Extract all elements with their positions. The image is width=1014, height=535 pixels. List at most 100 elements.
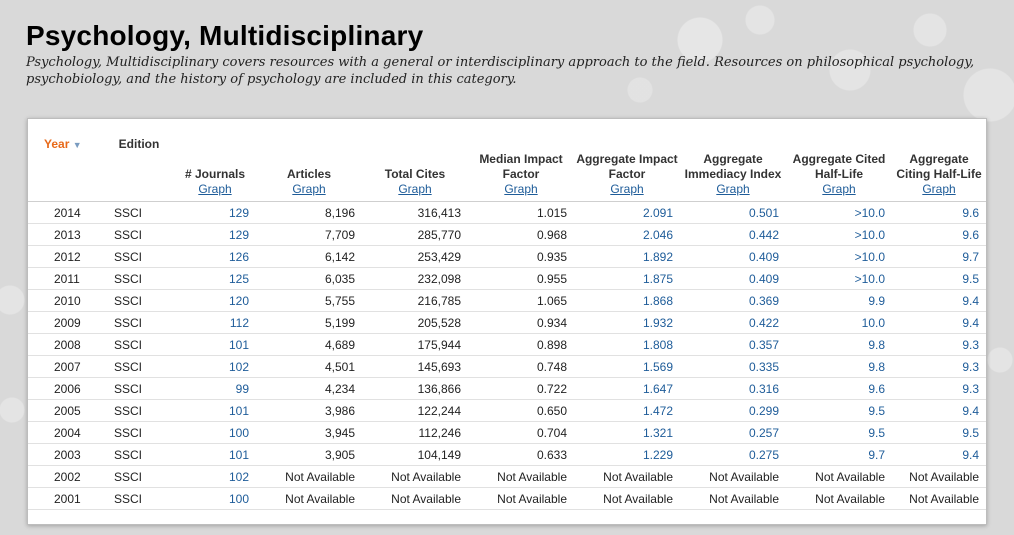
cell-articles: 5,199 — [256, 311, 362, 334]
agg-immediacy-graph-link[interactable]: Graph — [716, 182, 750, 196]
cell-agg-if[interactable]: 2.091 — [574, 201, 680, 224]
cell-articles: 7,709 — [256, 223, 362, 246]
agg-citing-hl-graph-link[interactable]: Graph — [922, 182, 956, 196]
cell-journals[interactable]: 129 — [174, 201, 256, 224]
cell-agg-if[interactable]: 1.868 — [574, 289, 680, 312]
cell-agg-cited-hl[interactable]: 10.0 — [786, 311, 892, 334]
sort-descending-icon[interactable]: ▼ — [72, 140, 82, 150]
agg-if-graph-link[interactable]: Graph — [610, 182, 644, 196]
cell-total-cites: Not Available — [362, 465, 468, 488]
cell-agg-immediacy[interactable]: 0.422 — [680, 311, 786, 334]
cell-journals[interactable]: 102 — [174, 465, 256, 488]
cell-journals[interactable]: 101 — [174, 333, 256, 356]
cell-year: 2009 — [28, 311, 104, 334]
cell-agg-citing-hl[interactable]: 9.4 — [892, 399, 986, 422]
cell-agg-immediacy[interactable]: 0.409 — [680, 267, 786, 290]
cell-articles: 8,196 — [256, 201, 362, 224]
cell-agg-citing-hl[interactable]: 9.4 — [892, 311, 986, 334]
articles-graph-link[interactable]: Graph — [292, 182, 326, 196]
cell-agg-cited-hl[interactable]: 9.8 — [786, 333, 892, 356]
agg-citing-hl-header-label: Aggregate Citing Half-Life — [896, 152, 982, 181]
cell-journals[interactable]: 129 — [174, 223, 256, 246]
cell-journals[interactable]: 101 — [174, 443, 256, 466]
cell-agg-cited-hl[interactable]: 9.7 — [786, 443, 892, 466]
cell-agg-if[interactable]: 1.808 — [574, 333, 680, 356]
cell-agg-cited-hl[interactable]: 9.8 — [786, 355, 892, 378]
cell-agg-cited-hl[interactable]: 9.9 — [786, 289, 892, 312]
col-header-year[interactable]: Year ▼ — [28, 119, 104, 202]
cell-median-if: 0.722 — [468, 377, 574, 400]
cell-agg-cited-hl[interactable]: >10.0 — [786, 245, 892, 268]
cell-articles: 4,689 — [256, 333, 362, 356]
cell-journals[interactable]: 100 — [174, 487, 256, 510]
cell-agg-if[interactable]: 1.229 — [574, 443, 680, 466]
cell-agg-immediacy[interactable]: 0.299 — [680, 399, 786, 422]
cell-agg-immediacy[interactable]: 0.316 — [680, 377, 786, 400]
cell-agg-immediacy[interactable]: 0.409 — [680, 245, 786, 268]
cell-journals[interactable]: 102 — [174, 355, 256, 378]
cell-agg-cited-hl[interactable]: 9.6 — [786, 377, 892, 400]
table-row: 2013 SSCI 129 7,709 285,770 0.968 2.046 0.442 >1… — [28, 223, 986, 246]
cell-agg-citing-hl[interactable]: 9.3 — [892, 355, 986, 378]
cell-agg-if[interactable]: 1.569 — [574, 355, 680, 378]
cell-agg-immediacy[interactable]: 0.357 — [680, 333, 786, 356]
cell-agg-cited-hl[interactable]: >10.0 — [786, 267, 892, 290]
cell-agg-immediacy[interactable]: 0.257 — [680, 421, 786, 444]
col-header-edition: Edition — [104, 119, 174, 202]
cell-total-cites: 232,098 — [362, 267, 468, 290]
cell-agg-citing-hl[interactable]: 9.4 — [892, 289, 986, 312]
cell-agg-citing-hl[interactable]: 9.6 — [892, 201, 986, 224]
cell-agg-if[interactable]: 1.892 — [574, 245, 680, 268]
table-body: 2014 SSCI 129 8,196 316,413 1.015 2.091 0.501 >1… — [28, 201, 986, 510]
cell-agg-immediacy[interactable]: 0.442 — [680, 223, 786, 246]
cell-agg-citing-hl: Not Available — [892, 487, 986, 510]
cell-agg-cited-hl[interactable]: >10.0 — [786, 223, 892, 246]
cell-agg-citing-hl[interactable]: 9.5 — [892, 267, 986, 290]
cell-edition: SSCI — [104, 289, 174, 312]
cell-total-cites: 104,149 — [362, 443, 468, 466]
cell-agg-immediacy[interactable]: 0.501 — [680, 201, 786, 224]
cell-year: 2004 — [28, 421, 104, 444]
cell-journals[interactable]: 101 — [174, 399, 256, 422]
total-cites-graph-link[interactable]: Graph — [398, 182, 432, 196]
cell-agg-citing-hl[interactable]: 9.5 — [892, 421, 986, 444]
median-if-graph-link[interactable]: Graph — [504, 182, 538, 196]
cell-agg-citing-hl[interactable]: 9.4 — [892, 443, 986, 466]
cell-agg-immediacy[interactable]: 0.369 — [680, 289, 786, 312]
cell-articles: 3,905 — [256, 443, 362, 466]
cell-journals[interactable]: 120 — [174, 289, 256, 312]
cell-agg-if[interactable]: 1.472 — [574, 399, 680, 422]
cell-agg-if[interactable]: 1.932 — [574, 311, 680, 334]
cell-journals[interactable]: 112 — [174, 311, 256, 334]
col-header-journals: # Journals Graph — [174, 119, 256, 202]
cell-agg-immediacy[interactable]: 0.335 — [680, 355, 786, 378]
cell-agg-cited-hl[interactable]: 9.5 — [786, 421, 892, 444]
cell-median-if: 0.934 — [468, 311, 574, 334]
cell-agg-citing-hl[interactable]: 9.3 — [892, 377, 986, 400]
cell-agg-if[interactable]: 2.046 — [574, 223, 680, 246]
agg-cited-hl-graph-link[interactable]: Graph — [822, 182, 856, 196]
table-row: 2004 SSCI 100 3,945 112,246 0.704 1.321 0.257 9.… — [28, 421, 986, 444]
cell-agg-if[interactable]: 1.647 — [574, 377, 680, 400]
cell-journals[interactable]: 126 — [174, 245, 256, 268]
cell-agg-citing-hl[interactable]: 9.7 — [892, 245, 986, 268]
cell-agg-citing-hl[interactable]: 9.3 — [892, 333, 986, 356]
cell-journals[interactable]: 100 — [174, 421, 256, 444]
journals-header-label: # Journals — [184, 167, 246, 181]
cell-journals[interactable]: 125 — [174, 267, 256, 290]
cell-year: 2014 — [28, 201, 104, 224]
articles-header-label: Articles — [286, 167, 332, 181]
cell-year: 2001 — [28, 487, 104, 510]
cell-total-cites: 205,528 — [362, 311, 468, 334]
year-header-label[interactable]: Year — [44, 137, 70, 151]
cell-journals[interactable]: 99 — [174, 377, 256, 400]
cell-agg-if[interactable]: 1.875 — [574, 267, 680, 290]
cell-agg-cited-hl[interactable]: 9.5 — [786, 399, 892, 422]
cell-agg-if[interactable]: 1.321 — [574, 421, 680, 444]
journals-graph-link[interactable]: Graph — [198, 182, 232, 196]
cell-agg-cited-hl: Not Available — [786, 487, 892, 510]
cell-agg-immediacy[interactable]: 0.275 — [680, 443, 786, 466]
agg-cited-hl-header-label: Aggregate Cited Half-Life — [792, 152, 886, 181]
cell-agg-citing-hl[interactable]: 9.6 — [892, 223, 986, 246]
cell-agg-cited-hl[interactable]: >10.0 — [786, 201, 892, 224]
